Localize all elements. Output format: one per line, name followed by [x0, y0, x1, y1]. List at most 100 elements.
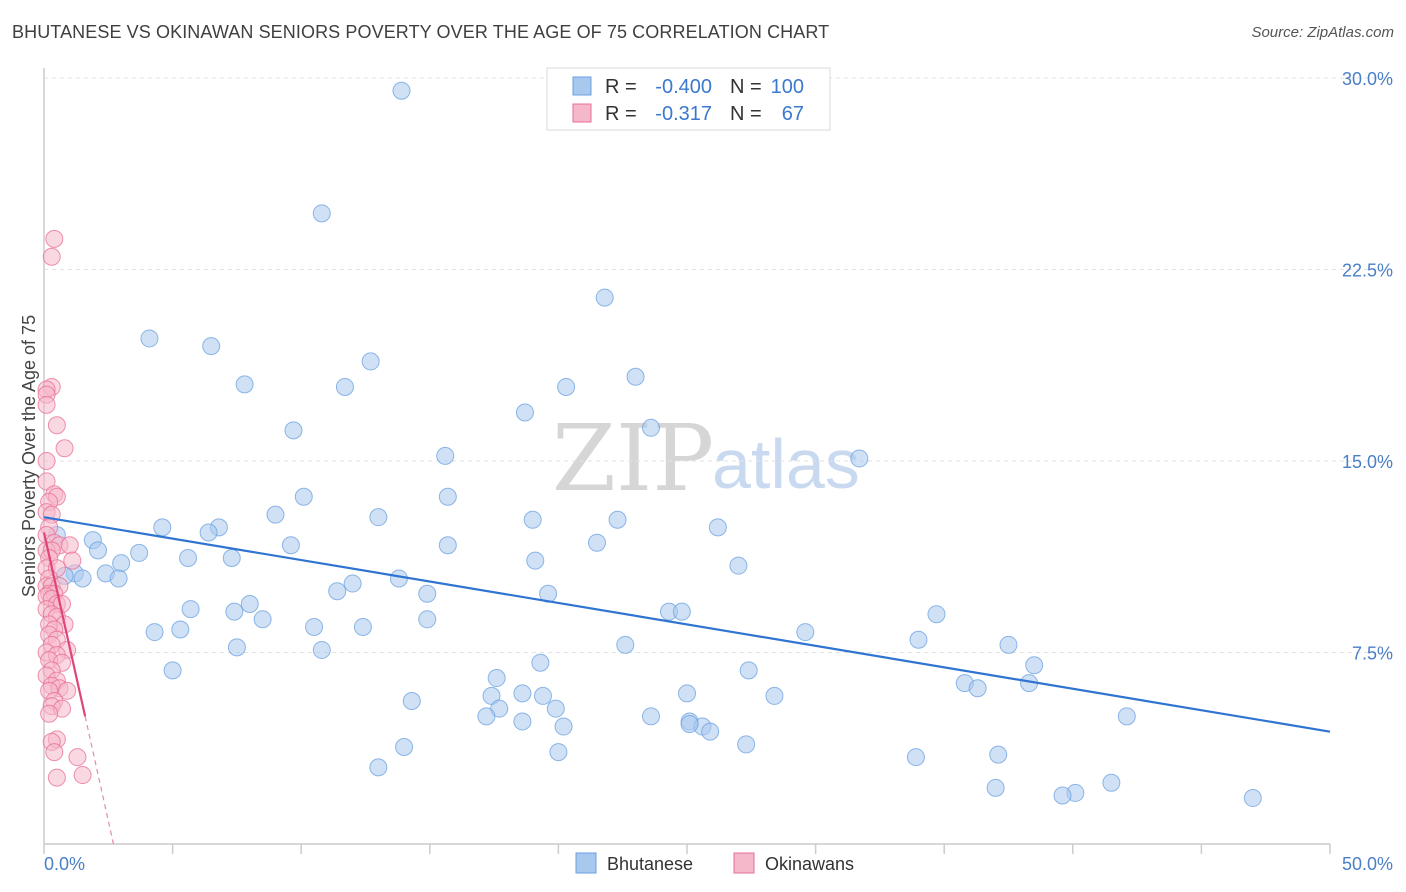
- bhutanese-point: [672, 602, 691, 621]
- legend-bottom: Bhutanese Okinawans: [575, 852, 854, 874]
- bhutanese-point: [227, 638, 246, 657]
- bhutanese-point: [641, 707, 660, 726]
- y-tick-label: 22.5%: [1342, 261, 1393, 281]
- okinawans-point: [60, 536, 79, 555]
- bhutanese-point: [1053, 786, 1072, 805]
- series-bhutanese: [47, 81, 1262, 808]
- okinawans-point: [47, 416, 66, 435]
- bhutanese-point: [253, 610, 272, 629]
- legend-n-value-1: 100: [771, 76, 804, 98]
- bhutanese-point: [335, 377, 354, 396]
- bhutanese-point: [89, 541, 108, 560]
- legend-n-value-2: 67: [782, 103, 804, 125]
- bhutanese-point: [240, 594, 259, 613]
- okinawans-point: [37, 452, 56, 470]
- legend-top: R = -0.400 N = 100 R = -0.317 N = 67: [546, 67, 831, 131]
- bhutanese-point: [361, 352, 380, 371]
- bhutanese-point: [513, 684, 532, 703]
- bhutanese-point: [554, 717, 573, 736]
- bhutanese-point: [989, 745, 1008, 764]
- bhutanese-point: [418, 610, 437, 629]
- y-axis-title: Seniors Poverty Over the Age of 75: [19, 315, 39, 597]
- source-credit: Source: ZipAtlas.com: [1251, 24, 1394, 41]
- bhutanese-point: [999, 635, 1018, 654]
- okinawans-point: [63, 551, 82, 570]
- bhutanese-point: [546, 699, 565, 718]
- bhutanese-point: [616, 635, 635, 654]
- bottom-legend-swatch-bhutanese: [575, 852, 597, 874]
- bhutanese-trend-line: [43, 516, 1331, 733]
- okinawans-point: [40, 704, 59, 723]
- bhutanese-point: [587, 533, 606, 552]
- legend-r-value-1: -0.400: [655, 76, 712, 98]
- bhutanese-point: [1243, 789, 1262, 808]
- okinawans-point: [45, 229, 64, 248]
- bhutanese-point: [171, 620, 190, 639]
- bhutanese-point: [968, 679, 987, 698]
- okinawans-trend-extension: [84, 716, 115, 845]
- x-tick-label-min: 0.0%: [44, 854, 85, 874]
- bhutanese-point: [418, 584, 437, 603]
- bhutanese-point: [109, 569, 128, 588]
- bhutanese-point: [549, 743, 568, 762]
- x-tick-label-max: 50.0%: [1342, 854, 1393, 874]
- bhutanese-point: [266, 505, 285, 524]
- y-tick-label: 15.0%: [1342, 452, 1393, 472]
- bhutanese-point: [130, 543, 149, 562]
- bhutanese-point: [641, 418, 660, 437]
- watermark-atlas: atlas: [712, 425, 860, 503]
- legend-r-label-1: R =: [605, 76, 637, 98]
- legend-r-value-2: -0.317: [655, 103, 712, 125]
- bhutanese-point: [312, 640, 331, 659]
- legend-r-label-2: R =: [605, 103, 637, 125]
- okinawans-trend-line: [42, 532, 87, 717]
- okinawans-point: [37, 395, 56, 414]
- bhutanese-point: [73, 569, 92, 588]
- bhutanese-point: [222, 549, 241, 568]
- bhutanese-point: [557, 377, 576, 396]
- bhutanese-point: [796, 623, 815, 642]
- bhutanese-point: [225, 602, 244, 621]
- trend-lines: [42, 516, 1331, 845]
- bhutanese-point: [145, 623, 164, 642]
- bhutanese-point: [179, 549, 198, 568]
- bottom-legend-swatch-okinawans: [733, 852, 755, 874]
- bhutanese-point: [487, 669, 506, 688]
- legend-swatch-bhutanese: [572, 76, 592, 96]
- bhutanese-point: [906, 748, 925, 767]
- legend-box: [546, 67, 831, 131]
- okinawans-point: [73, 766, 92, 785]
- bhutanese-point: [533, 686, 552, 705]
- bhutanese-point: [202, 337, 221, 356]
- watermark: ZIP atlas: [552, 405, 860, 512]
- okinawans-point: [47, 768, 66, 787]
- bhutanese-point: [608, 510, 627, 529]
- bhutanese-point: [737, 735, 756, 754]
- bhutanese-point: [181, 600, 200, 619]
- bhutanese-point: [392, 81, 411, 100]
- bhutanese-point: [438, 487, 457, 506]
- bhutanese-point: [515, 403, 534, 422]
- bhutanese-point: [369, 758, 388, 777]
- bhutanese-point: [850, 449, 869, 468]
- bhutanese-point: [986, 778, 1005, 797]
- bhutanese-point: [595, 288, 614, 307]
- bhutanese-point: [531, 653, 550, 672]
- bhutanese-point: [680, 714, 699, 733]
- bottom-legend-label-okinawans: Okinawans: [765, 854, 854, 874]
- bhutanese-point: [523, 510, 542, 529]
- bhutanese-point: [112, 554, 131, 573]
- x-axis-ticks: [43, 844, 1331, 854]
- bhutanese-point: [402, 692, 421, 711]
- y-tick-label: 7.5%: [1352, 644, 1393, 664]
- okinawans-point: [55, 439, 74, 458]
- bhutanese-point: [708, 518, 727, 537]
- bhutanese-point: [1102, 773, 1121, 792]
- bhutanese-point: [284, 421, 303, 440]
- y-tick-labels: 7.5% 15.0% 22.5% 30.0%: [1342, 69, 1393, 664]
- bhutanese-point: [526, 551, 545, 570]
- watermark-zip: ZIP: [552, 405, 714, 512]
- bhutanese-point: [765, 686, 784, 705]
- bhutanese-point: [513, 712, 532, 731]
